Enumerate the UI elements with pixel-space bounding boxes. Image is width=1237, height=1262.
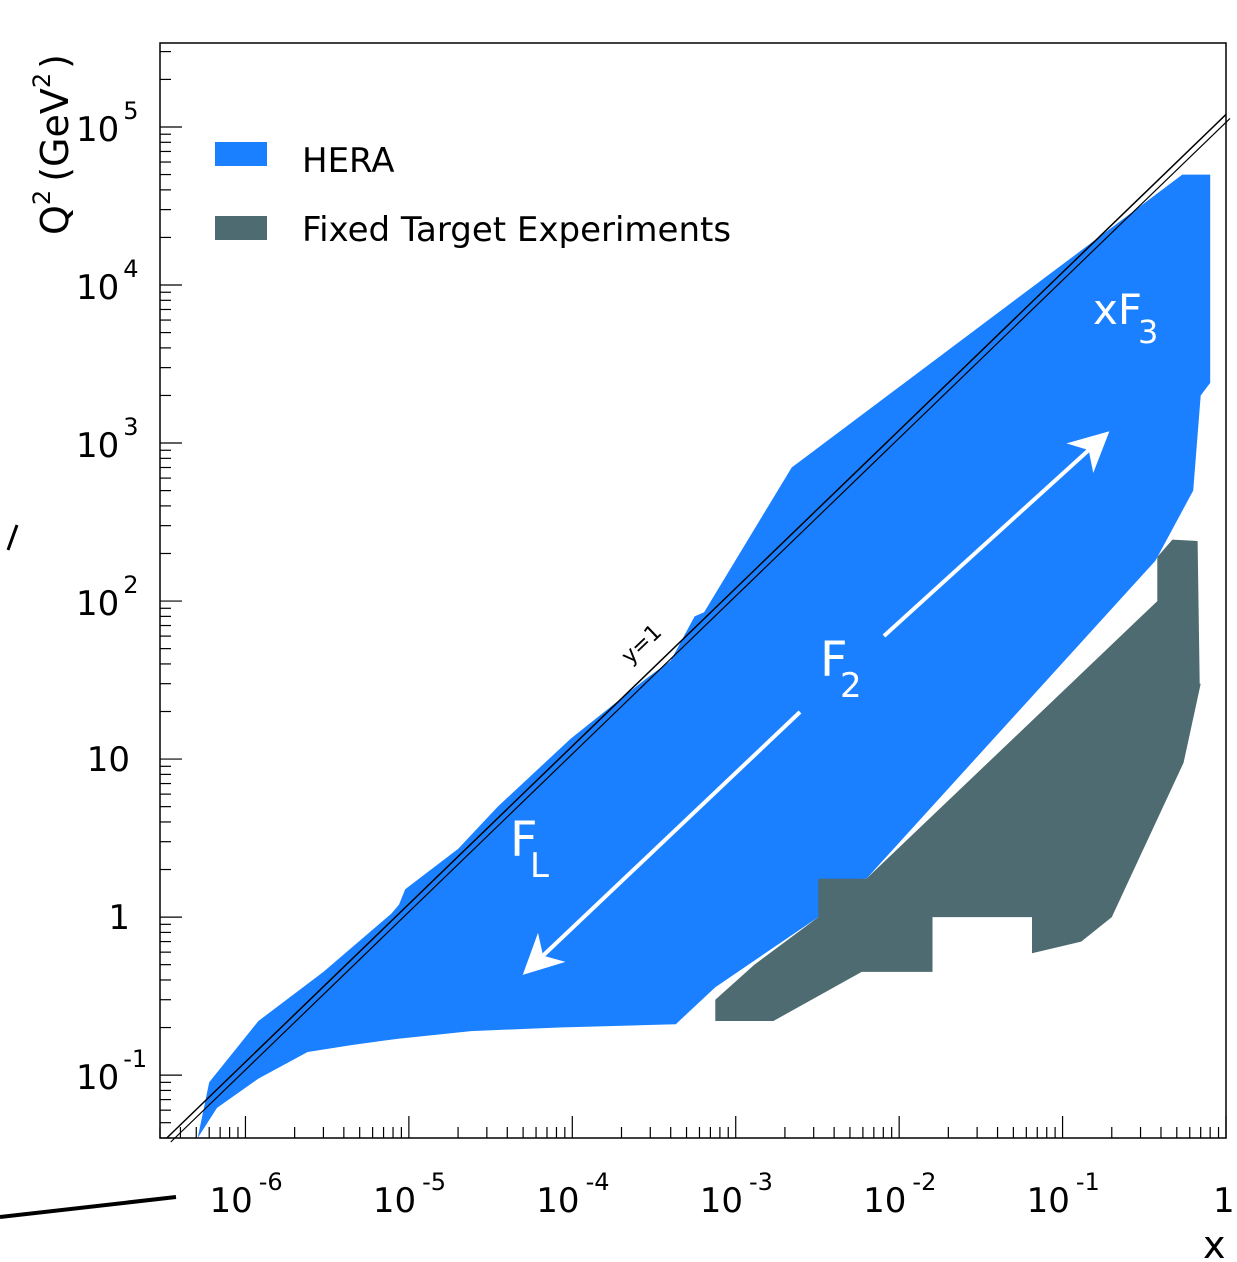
y-tick-label: 10 3 (76, 413, 139, 466)
edge-mark (6, 524, 19, 551)
annotation-f2-sub: 2 (840, 666, 862, 706)
y-tick-label: 10 5 (76, 97, 139, 150)
annotation-xf3-sub: 3 (1138, 313, 1158, 351)
x-tick-label-base: 10 (373, 1181, 416, 1221)
y-tick-label: 10 (87, 740, 130, 780)
x-tick-label-base: 10 (536, 1181, 579, 1221)
series-region-hera (197, 174, 1211, 1139)
x-tick-label-exp: -3 (749, 1168, 773, 1196)
y-tick-label-exp: 3 (123, 413, 138, 441)
legend-label-fixed-target: Fixed Target Experiments (302, 210, 731, 250)
y-axis-title-unit-close: ) (33, 54, 77, 69)
x-tick-label-exp: -5 (422, 1168, 446, 1196)
y-tick-label-base: 10 (76, 426, 119, 466)
x-tick-label: 10 -6 (209, 1168, 282, 1221)
x-tick-label-base: 10 (863, 1181, 906, 1221)
y-tick-label-base: 10 (76, 110, 119, 150)
y-tick-label: 10 2 (76, 571, 139, 624)
y-tick-label-base: 10 (76, 1058, 119, 1098)
y-tick-label: 1 (108, 898, 130, 938)
annotation-f2-text: F (820, 632, 848, 688)
y-axis-title-q-sup: 2 (28, 190, 56, 205)
x-tick-label-base: 10 (209, 1181, 252, 1221)
y-axis-title: Q2(GeV2) (28, 54, 77, 235)
kinematic-limit-layer (166, 113, 1231, 1143)
x-tick-label-exp: -2 (912, 1168, 936, 1196)
x-tick-label-exp: -4 (586, 1168, 610, 1196)
y-tick-label: 10 -1 (76, 1045, 147, 1098)
arrow-layer (522, 431, 1110, 975)
x-tick-label: 10 -1 (1027, 1168, 1100, 1221)
annotation-fl: F L (510, 812, 549, 886)
x-tick-label: 1 (1213, 1181, 1235, 1221)
arrow-up-right (882, 431, 1110, 638)
series-region-fixed-target (715, 539, 1201, 1021)
y-tick-label-exp: 2 (123, 571, 138, 599)
edge-stroke (0, 1195, 177, 1219)
annotation-fl-sub: L (530, 846, 549, 886)
legend: HERA Fixed Target Experiments (215, 141, 731, 250)
y-tick-label-exp: -1 (123, 1045, 147, 1073)
kinematic-limit-line-inner (170, 118, 1231, 1143)
y-tick-label-exp: 4 (123, 255, 138, 283)
annotation-xf3: xF 3 (1093, 285, 1158, 351)
x-tick-label-base: 10 (1027, 1181, 1070, 1221)
svg-text:Q2(GeV2): Q2(GeV2) (28, 54, 77, 235)
x-tick-label-exp: -1 (1076, 1168, 1100, 1196)
x-tick-label: 10 -3 (700, 1168, 773, 1221)
annotation-f2: F 2 (820, 632, 862, 706)
y-tick-label-exp: 5 (123, 97, 138, 125)
legend-label-hera: HERA (302, 141, 395, 181)
x-tick-label: 10 -2 (863, 1168, 936, 1221)
x-tick-label: 10 -5 (373, 1168, 446, 1221)
x-tick-label: 10 -4 (536, 1168, 609, 1221)
legend-swatch-hera (215, 142, 267, 166)
annotation-xf3-text: xF (1093, 285, 1142, 334)
series-layer (197, 174, 1211, 1139)
y-axis-title-unit-sup: 2 (28, 73, 56, 88)
kinematic-limit-line (166, 113, 1227, 1139)
x-axis-title: x (1203, 1223, 1226, 1262)
arrow-down-left (522, 710, 802, 975)
y-tick-label: 10 4 (76, 255, 139, 308)
annotation-fl-text: F (510, 812, 538, 868)
x-tick-label-exp: -6 (259, 1168, 283, 1196)
y-tick-label-base: 10 (76, 268, 119, 308)
y-axis-title-q: Q (33, 205, 77, 235)
legend-swatch-fixed-target (215, 216, 267, 240)
x-tick-label-base: 10 (700, 1181, 743, 1221)
y-tick-label-base: 10 (76, 584, 119, 624)
y-axis-title-unit: (GeV (33, 88, 77, 182)
